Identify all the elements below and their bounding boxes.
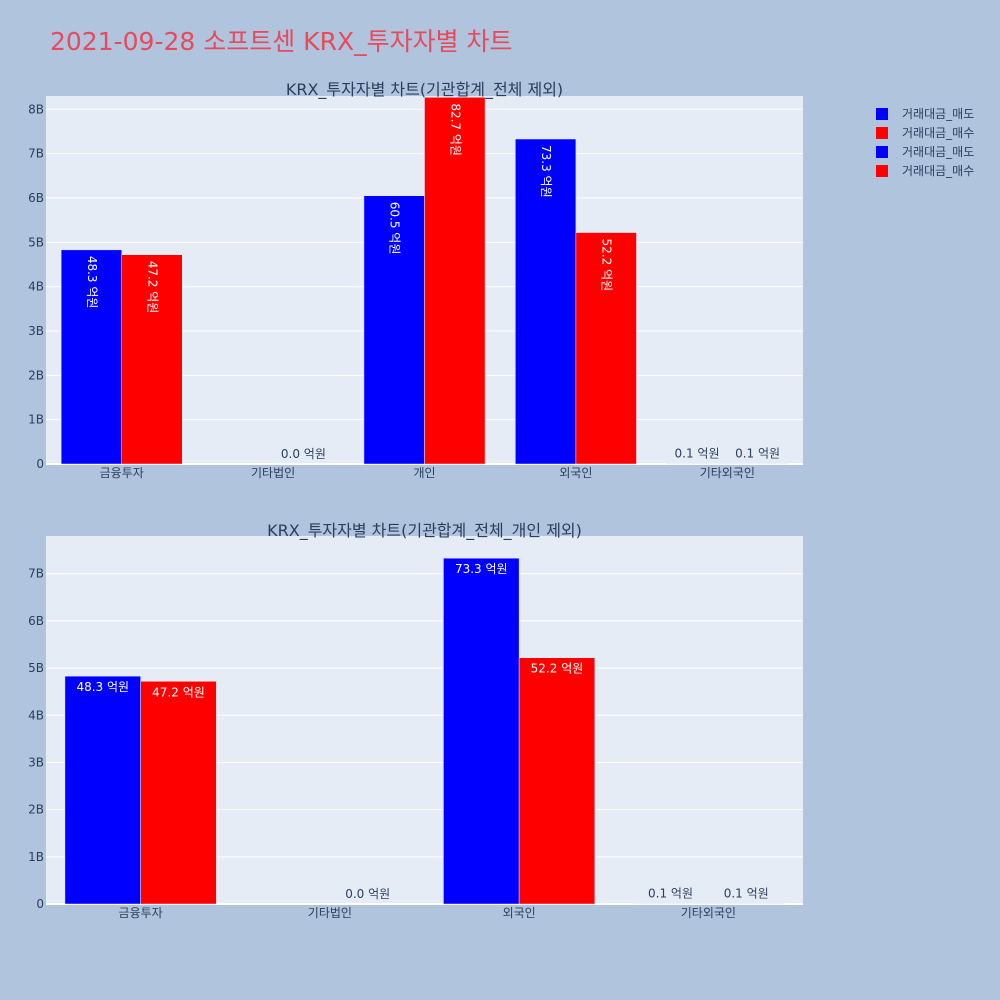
legend-swatch [876, 107, 888, 120]
legend-label: 거래대금_매도 [902, 145, 975, 159]
legend-label: 거래대금_매도 [902, 107, 975, 121]
x-tick-label: 개인 [413, 466, 435, 480]
data-label: 48.3 억원 [85, 256, 99, 309]
data-label: 47.2 억원 [145, 261, 159, 314]
legend-item[interactable]: 거래대금_매수 [870, 161, 974, 180]
chart-title: KRX_투자자별 차트(기관합계_전체 제외) [286, 80, 563, 100]
data-label: 0.1 억원 [675, 447, 720, 461]
y-tick-label: 6B [28, 191, 44, 205]
y-tick-label: 5B [28, 235, 44, 249]
data-label: 0.1 억원 [724, 887, 769, 901]
legend-label: 거래대금_매수 [902, 164, 975, 178]
data-label: 52.2 억원 [600, 239, 614, 292]
y-tick-label: 2B [28, 803, 44, 817]
y-tick-label: 0 [36, 457, 44, 471]
bar [518, 657, 596, 905]
x-tick-label: 금융투자 [119, 906, 163, 920]
legend: 거래대금_매도 거래대금_매수 거래대금_매도 거래대금_매수 [870, 104, 974, 180]
bar [515, 138, 577, 465]
bar [424, 97, 486, 465]
legend-swatch [876, 126, 888, 139]
legend-swatch [876, 164, 888, 177]
chart-title: KRX_투자자별 차트(기관합계_전체_개인 제외) [267, 521, 582, 541]
data-label: 0.0 억원 [345, 887, 390, 901]
y-tick-label: 4B [28, 280, 44, 294]
bar [363, 195, 425, 465]
bar [443, 557, 520, 905]
x-tick-label: 기타외국인 [700, 466, 755, 480]
y-tick-label: 7B [28, 567, 44, 581]
x-tick-label: 외국인 [559, 466, 592, 480]
bar [121, 254, 183, 465]
y-tick-label: 1B [28, 850, 44, 864]
y-tick-label: 3B [28, 324, 44, 338]
y-tick-label: 1B [28, 413, 44, 427]
y-tick-label: 4B [28, 708, 44, 722]
x-tick-label: 기타법인 [251, 466, 295, 480]
data-label: 48.3 억원 [76, 680, 129, 694]
page-title: 2021-09-28 소프트센 KRX_투자자별 차트 [50, 27, 513, 56]
x-tick-label: 기타외국인 [681, 906, 736, 920]
bar [64, 675, 141, 905]
y-tick-label: 2B [28, 368, 44, 382]
y-tick-label: 3B [28, 755, 44, 769]
y-tick-label: 7B [28, 147, 44, 161]
legend-label: 거래대금_매수 [902, 126, 975, 140]
data-label: 52.2 억원 [531, 662, 584, 676]
y-tick-label: 8B [28, 102, 44, 116]
data-label: 47.2 억원 [152, 685, 205, 699]
data-label: 60.5 억원 [388, 202, 402, 255]
x-tick-label: 기타법인 [308, 906, 352, 920]
data-label: 0.0 억원 [281, 447, 326, 461]
data-label: 0.1 억원 [648, 887, 693, 901]
x-tick-label: 금융투자 [100, 466, 144, 480]
data-label: 73.3 억원 [539, 145, 553, 198]
data-label: 82.7 억원 [448, 103, 462, 156]
bar [140, 681, 217, 905]
y-tick-label: 0 [36, 897, 44, 911]
legend-item[interactable]: 거래대금_매도 [870, 104, 974, 123]
y-tick-label: 5B [28, 661, 44, 675]
y-tick-label: 6B [28, 614, 44, 628]
x-tick-label: 외국인 [503, 906, 536, 920]
data-label: 73.3 억원 [455, 562, 508, 576]
data-label: 0.1 억원 [735, 447, 780, 461]
legend-swatch [876, 145, 888, 158]
legend-item[interactable]: 거래대금_매도 [870, 142, 974, 161]
legend-item[interactable]: 거래대금_매수 [870, 123, 974, 142]
bar [60, 249, 122, 465]
bar [575, 232, 637, 465]
